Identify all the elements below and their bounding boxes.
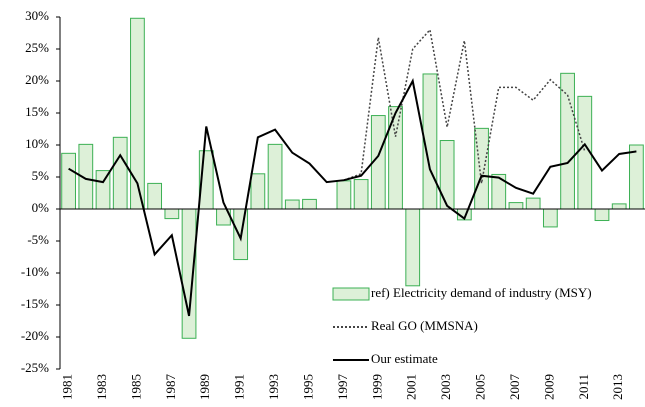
legend-label: Real GO (MMSNA) [371, 318, 478, 333]
x-tick-label: 1983 [94, 374, 109, 400]
bar [629, 144, 644, 210]
y-tick-label: -20% [21, 328, 49, 343]
bar [250, 173, 266, 210]
bar [112, 136, 128, 210]
y-tick-label: -15% [21, 296, 49, 311]
bar [61, 152, 76, 210]
bar [542, 208, 558, 228]
x-tick-label: 2009 [541, 374, 556, 400]
x-tick-label: 1987 [163, 374, 178, 401]
x-tick-label: 1981 [60, 374, 75, 400]
legend-label: Our estimate [371, 351, 438, 366]
bar [611, 203, 627, 210]
y-tick-label: 15% [25, 104, 49, 119]
bar [353, 179, 369, 210]
y-tick-label: -5% [27, 232, 49, 247]
bar [508, 202, 524, 210]
x-tick-label: 1985 [128, 374, 143, 400]
bar [284, 199, 300, 210]
x-tick-label: 1995 [300, 374, 315, 400]
x-tick-label: 1989 [197, 374, 212, 400]
x-tick-label: 1991 [232, 374, 247, 400]
y-tick-label: 20% [25, 72, 49, 87]
legend-label: ref) Electricity demand of industry (MSY… [371, 285, 592, 300]
x-tick-label: 2001 [404, 374, 419, 400]
x-tick-label: 2011 [576, 374, 591, 400]
x-tick-label: 2007 [507, 374, 522, 401]
line [343, 28, 586, 184]
legend-swatch [332, 287, 370, 301]
bar [474, 127, 489, 210]
bar [594, 208, 610, 222]
bar [388, 106, 403, 210]
y-tick-label: 30% [25, 8, 49, 23]
y-tick-label: 10% [25, 136, 49, 151]
y-tick-label: 25% [25, 40, 49, 55]
y-tick-label: -25% [21, 360, 49, 375]
x-tick-label: 2013 [610, 374, 625, 400]
x-tick-label: 2005 [473, 374, 488, 400]
y-tick-label: 0% [32, 200, 50, 215]
plot-area [60, 17, 645, 339]
y-tick-label: -10% [21, 264, 49, 279]
bar [560, 72, 575, 210]
bar [336, 180, 352, 210]
y-tick-label: 5% [32, 168, 50, 183]
bar [302, 198, 317, 210]
bar [130, 17, 145, 210]
bar [439, 140, 455, 210]
bar [267, 143, 283, 210]
bar [147, 182, 163, 210]
x-tick-label: 2003 [438, 374, 453, 400]
bar [164, 208, 180, 220]
x-tick-label: 1999 [369, 374, 384, 400]
x-tick-label: 1993 [266, 374, 281, 400]
x-tick-label: 1997 [335, 374, 350, 401]
line [68, 78, 637, 317]
bar [405, 208, 421, 287]
bar [525, 197, 541, 210]
